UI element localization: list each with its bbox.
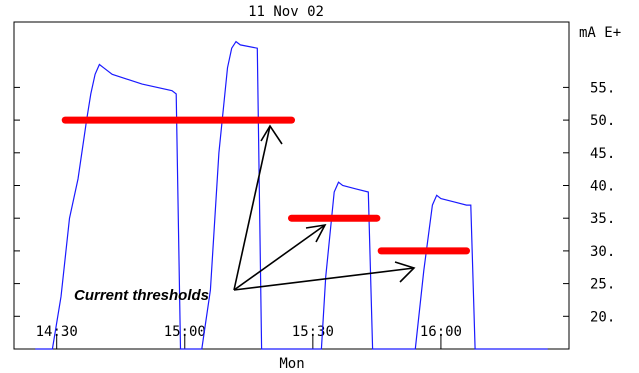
plot-area (13, 21, 570, 350)
y-tick-label-3: 40. (590, 179, 615, 195)
x-tick-label-1: 15:00 (164, 324, 206, 340)
arrow-line-2 (233, 224, 326, 291)
y-tick-label-7: 20. (590, 309, 615, 325)
y-tick-labels: 55. 50. 45. 40. 35. 30. 25. 20. (590, 80, 615, 325)
annotation-text: Current thresholds (74, 287, 209, 304)
x-tick-label-0: 14:30 (36, 324, 78, 340)
series-line-0 (35, 40, 548, 350)
x-tick-labels: 14:30 15:00 15:30 16:00 (36, 324, 462, 340)
y-tick-label-5: 30. (590, 244, 615, 260)
y-tick-label-2: 45. (590, 146, 615, 162)
series-lines (35, 40, 548, 350)
arrow-line-3 (233, 267, 415, 291)
y-tick-label-0: 55. (590, 80, 615, 96)
y-axis-label: mA E+ (579, 25, 621, 41)
threshold-bars (61, 116, 471, 255)
arrowhead-1 (260, 124, 283, 145)
arrow-line-1 (233, 125, 271, 291)
y-tick-marks (14, 86, 569, 317)
y-tick-label-6: 25. (590, 277, 615, 293)
chart-title: 11 Nov 02 (248, 4, 324, 20)
x-axis-label: Mon (279, 356, 304, 372)
y-tick-label-1: 50. (590, 113, 615, 129)
x-tick-marks (56, 335, 442, 349)
y-tick-label-4: 35. (590, 211, 615, 227)
arrowhead-3 (394, 261, 416, 283)
x-tick-label-2: 15:30 (292, 324, 334, 340)
x-tick-label-3: 16:00 (420, 324, 462, 340)
annotation-arrows (233, 124, 416, 291)
arrowhead-2 (305, 223, 327, 243)
